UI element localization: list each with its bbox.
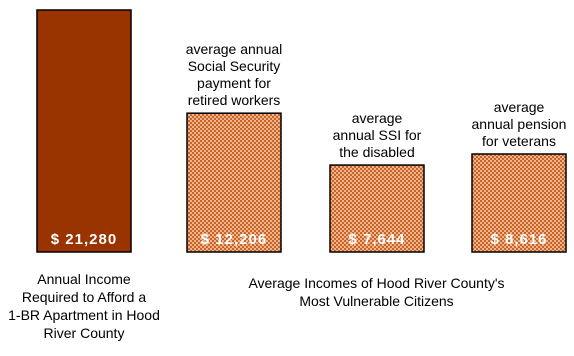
bar-category-label-4-line-2: annual pension: [472, 116, 567, 132]
bar-category-label-4-line-1: average: [494, 99, 545, 115]
bar-category-label-2-line-3: payment for: [197, 75, 271, 91]
bar-category-label-4-line-3: for veterans: [482, 133, 556, 149]
caption-left-line-2: Required to Afford a: [22, 289, 146, 305]
bar-value-label-1: $ 21,280: [51, 231, 117, 248]
bar-category-label-3-line-2: annual SSI for: [333, 127, 422, 143]
bar-3: [329, 164, 425, 253]
bar-category-label-2-line-1: average annual: [186, 41, 283, 57]
bar-4: [471, 153, 567, 253]
caption-left-line-3: 1-BR Apartment in Hood: [8, 307, 160, 323]
bar-category-label-3-line-1: average: [352, 110, 403, 126]
bar-category-label-3-line-3: the disabled: [339, 144, 415, 160]
bar-2: [186, 112, 282, 253]
caption-left-line-4: River County: [44, 325, 125, 341]
caption-right-line-2: Most Vulnerable Citizens: [299, 293, 453, 309]
bar-value-label-4: $ 8,616: [490, 231, 547, 248]
captions-group: Annual Income Required to Afford a 1-BR Ap…: [8, 271, 504, 341]
bar-category-label-2-line-2: Social Security: [188, 58, 281, 74]
caption-left-line-1: Annual Income: [37, 271, 131, 287]
bar-value-label-2: $ 12,206: [201, 231, 267, 248]
bar-value-label-3: $ 7,644: [348, 231, 405, 248]
bar-category-label-2-line-4: retired workers: [188, 92, 281, 108]
bar-1: [36, 9, 132, 253]
caption-right-line-1: Average Incomes of Hood River County's: [248, 275, 504, 291]
